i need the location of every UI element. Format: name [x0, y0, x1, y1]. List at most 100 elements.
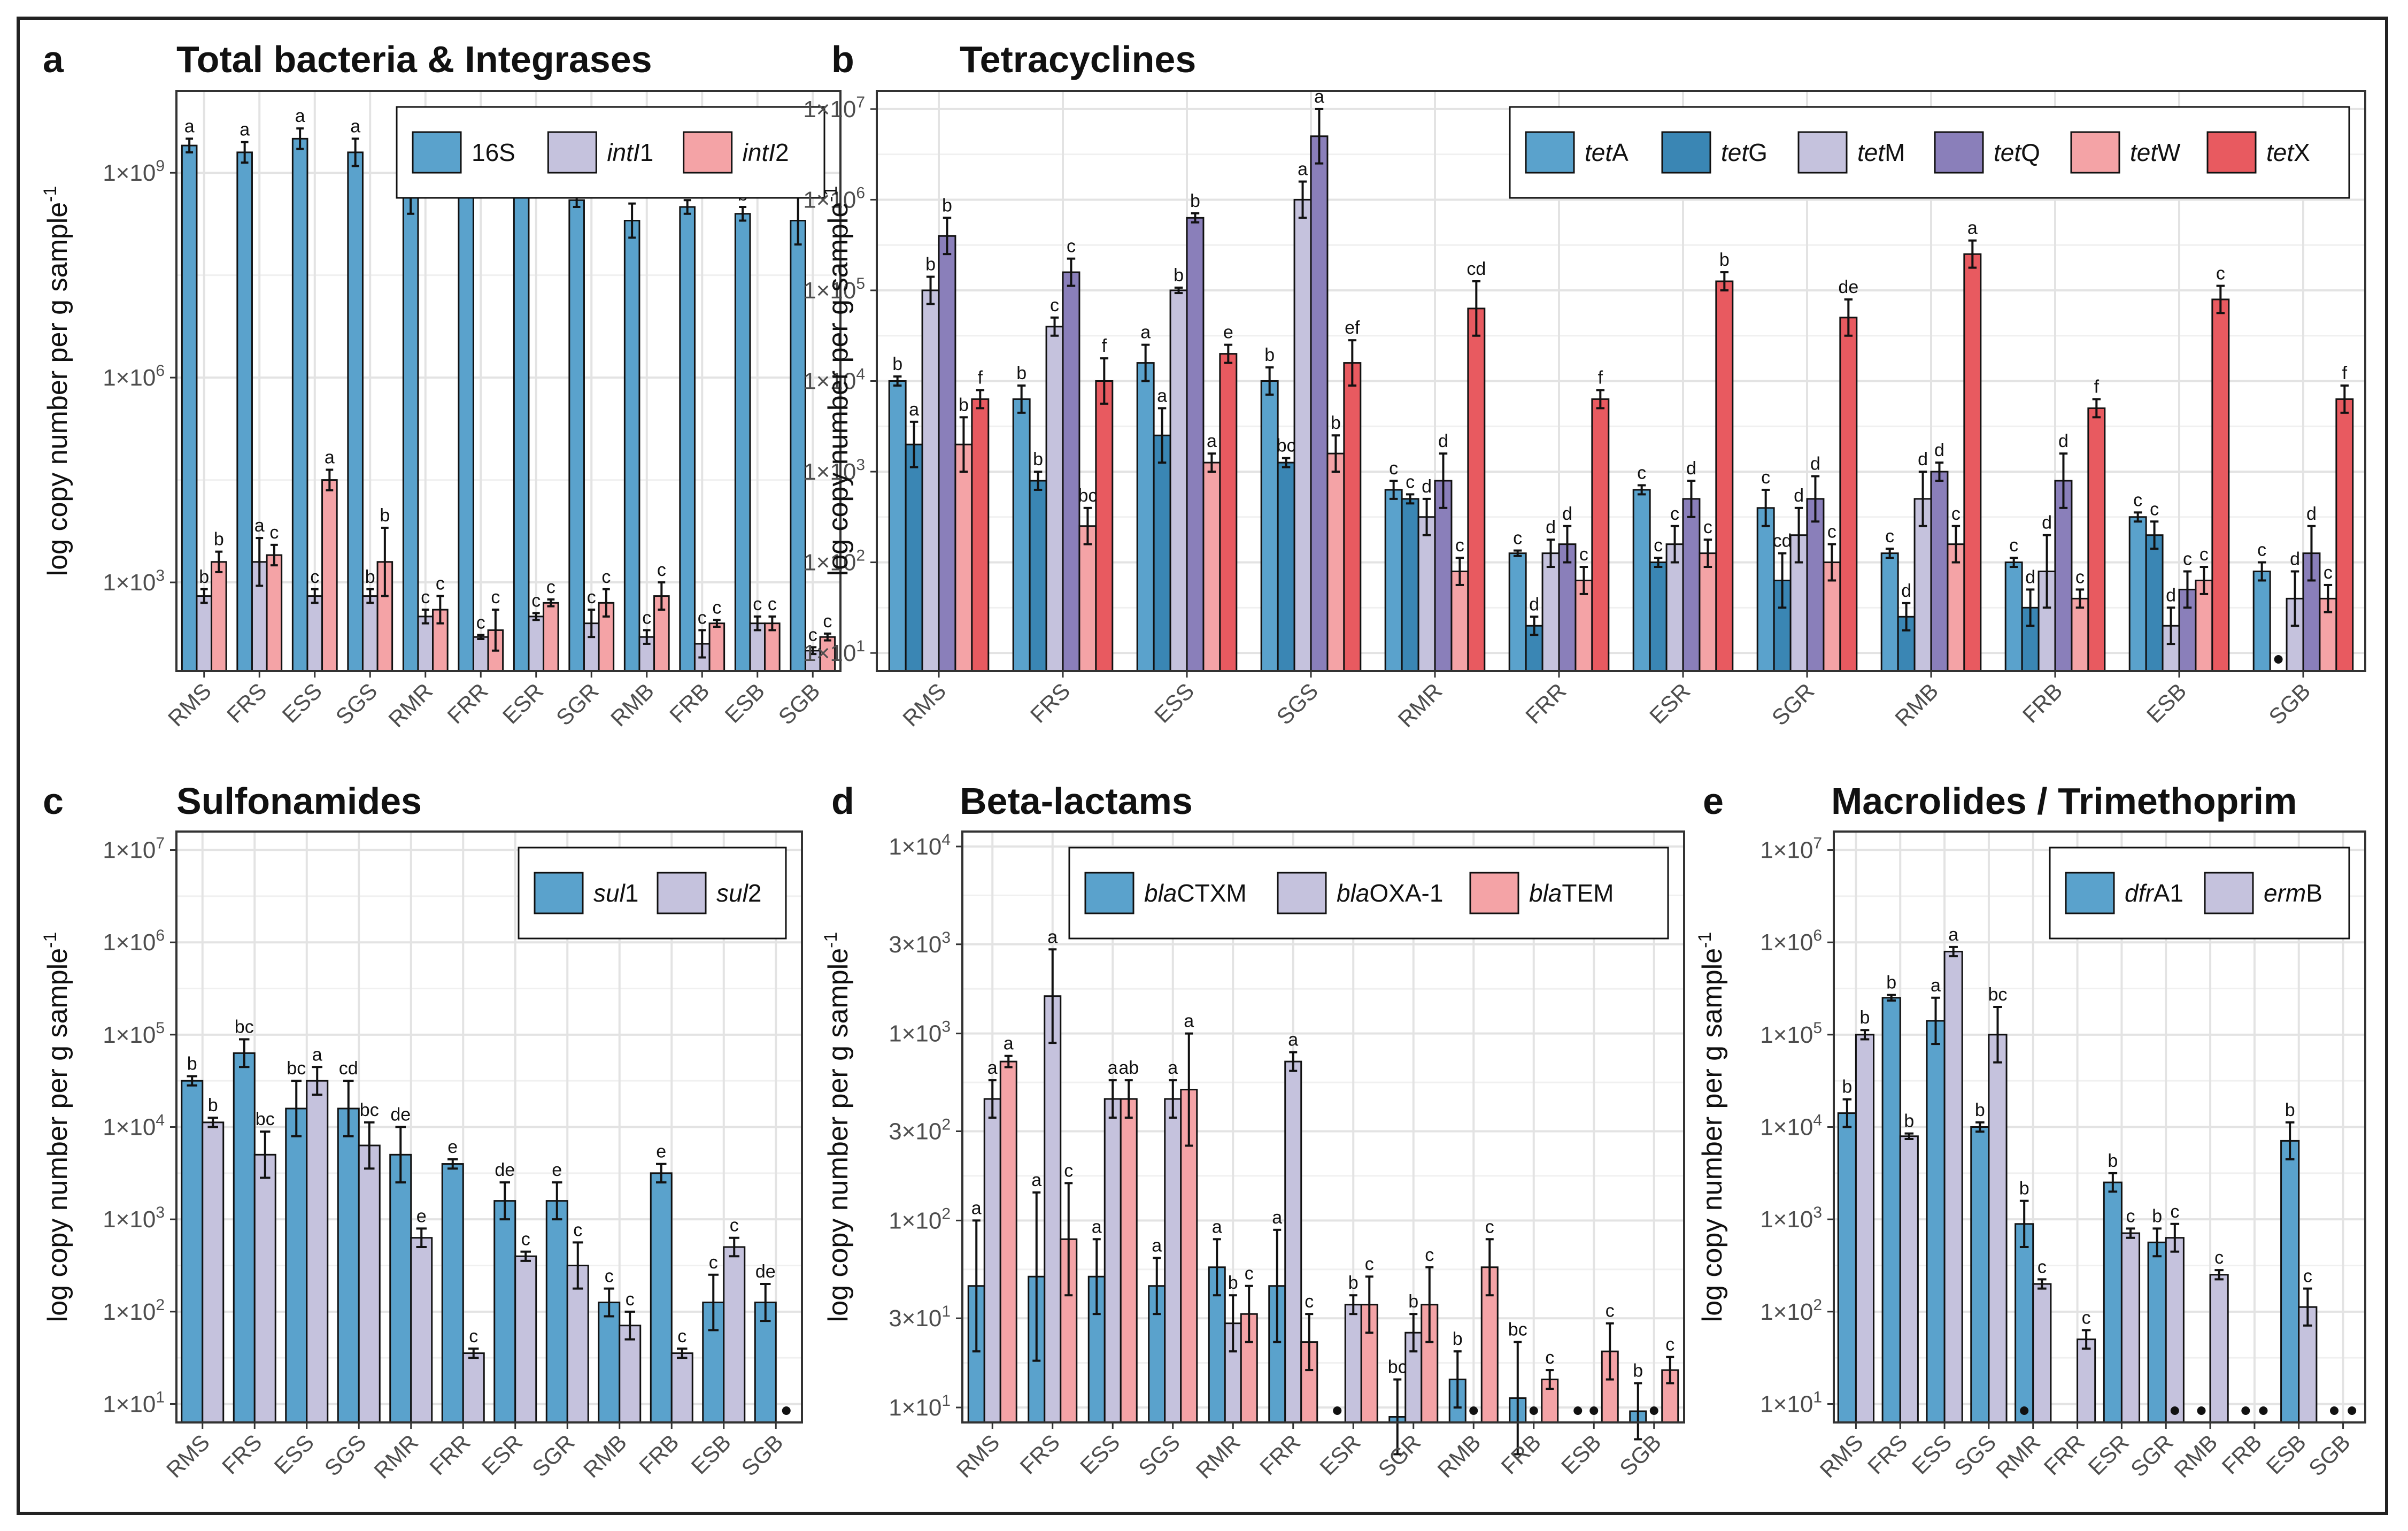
y-tick-label-exp: 4 — [941, 831, 951, 849]
bar-tetA-ESB — [2128, 516, 2147, 672]
bar-blaTEM-ESS — [1120, 1098, 1138, 1424]
legend-label-italic: bla — [1337, 879, 1369, 907]
significance-letter: e — [1223, 322, 1233, 343]
bar-tetM-RMS — [921, 289, 940, 672]
significance-letter: f — [978, 367, 983, 388]
not-detected-marker — [1589, 1406, 1599, 1415]
bar-dfrA1-ESB — [2280, 1140, 2300, 1424]
legend-label-sul1: sul1 — [593, 879, 638, 907]
legend-label-italic: tet — [1857, 139, 1886, 166]
not-detected-marker — [2348, 1406, 2357, 1415]
significance-letter: e — [656, 1142, 666, 1162]
bar-blaOXA-1-SGS — [1164, 1098, 1182, 1424]
legend-label-tetM: tetM — [1857, 139, 1905, 166]
bar-tetW-ESS — [1202, 461, 1221, 672]
legend-label-roman: G — [1748, 139, 1768, 166]
legend-label-roman: A1 — [2154, 879, 2183, 907]
y-tick-label-base: 1×10 — [889, 1207, 941, 1234]
y-tick-label-base: 1×10 — [1760, 1299, 1813, 1325]
significance-letter: a — [295, 106, 305, 126]
significance-letter: d — [2025, 567, 2035, 587]
bar-tetQ-SGR — [1806, 498, 1825, 672]
bar-tetM-RMR — [1417, 516, 1436, 672]
plot-frame — [175, 90, 842, 672]
legend-label-roman: X — [2294, 139, 2310, 166]
legend-label-italic: bla — [1144, 879, 1177, 907]
bar-intI2-FRS — [266, 554, 283, 672]
significance-letter: a — [1168, 1058, 1178, 1078]
significance-letter: d — [1686, 458, 1696, 479]
bar-tetX-RMR — [1467, 307, 1486, 672]
significance-letter: a — [1931, 975, 1941, 996]
bar-sul2-RMS — [202, 1121, 225, 1424]
legend-label-intI1: intI1 — [607, 139, 653, 166]
y-tick-label-exp: 2 — [156, 1296, 165, 1314]
significance-letter: b — [1453, 1329, 1463, 1349]
significance-letter: d — [1562, 504, 1572, 524]
legend-label-italic: sul — [593, 879, 626, 907]
significance-letter: a — [325, 447, 335, 467]
legend-label-tetQ: tetQ — [1994, 139, 2040, 166]
significance-letter: b — [214, 529, 224, 550]
significance-letter: f — [2342, 363, 2348, 383]
bar-tetX-ESR — [1715, 280, 1734, 672]
significance-letter: b — [1016, 363, 1027, 383]
y-axis-label-text: log copy number per g sample — [42, 202, 73, 576]
y-axis-label-exp: -1 — [1695, 932, 1715, 948]
significance-letter: b — [2019, 1179, 2029, 1199]
significance-letter: c — [1305, 1291, 1314, 1312]
significance-letter: b — [1331, 413, 1341, 433]
significance-letter: a — [1157, 386, 1167, 406]
y-tick-label-base: 1×10 — [803, 640, 856, 666]
significance-letter: c — [531, 591, 541, 611]
bar-tetA-RMS — [888, 380, 907, 672]
significance-letter: b — [1633, 1361, 1643, 1381]
significance-letter: a — [1004, 1034, 1014, 1054]
bar-tetA-ESS — [1136, 362, 1155, 672]
significance-letter: bc — [1988, 984, 2008, 1005]
significance-letter: c — [808, 625, 817, 645]
bar-sul1-FRR — [441, 1163, 464, 1424]
legend-label-italic: dfr — [2125, 879, 2154, 907]
bar-sul2-FRS — [253, 1153, 276, 1424]
bar-tetG-RMR — [1401, 498, 1419, 672]
bar-tetA-SGR — [1756, 507, 1775, 672]
bar-ermB-RMR — [2032, 1283, 2052, 1424]
bar-tetA-FRR — [1508, 552, 1527, 672]
significance-letter: c — [1827, 522, 1836, 542]
y-tick-label-exp: 4 — [156, 1112, 165, 1129]
legend-swatch-sul2 — [657, 872, 707, 914]
bar-sul2-ESR — [514, 1255, 537, 1424]
legend-box — [396, 106, 825, 199]
panel-title: Beta-lactams — [960, 780, 1193, 822]
significance-letter: c — [1245, 1264, 1254, 1284]
y-tick-label-exp: 7 — [1813, 835, 1822, 852]
bar-tetG-ESB — [2145, 534, 2164, 672]
legend-label-italic: tet — [1585, 139, 1613, 166]
significance-letter: bc — [1388, 1357, 1407, 1378]
not-detected-marker — [1529, 1406, 1538, 1415]
significance-letter: ef — [1345, 318, 1360, 338]
significance-letter: f — [1598, 367, 1603, 388]
legend-label-dfrA1: dfrA1 — [2125, 879, 2183, 907]
bar-tetA-SGB — [2252, 571, 2271, 672]
bar-sul2-ESS — [306, 1080, 329, 1424]
y-tick-label-exp: 7 — [156, 835, 165, 852]
y-tick-label: 1×103 — [1760, 1204, 1822, 1233]
bar-blaOXA-1-ESS — [1103, 1098, 1122, 1424]
plot-frame — [175, 830, 803, 1424]
legend-swatch-intI2 — [683, 131, 733, 174]
legend-label-italic: erm — [2264, 879, 2306, 907]
bar-intI1-SGS — [361, 595, 379, 672]
bar-intI2-ESS — [321, 479, 338, 672]
bar-tetX-FRR — [1591, 398, 1610, 672]
significance-letter: b — [1886, 973, 1896, 993]
significance-letter: c — [1485, 1217, 1494, 1237]
legend-label-roman: 1 — [625, 879, 639, 907]
legend-label-tetX: tetX — [2266, 139, 2310, 166]
panel-letter: a — [43, 39, 64, 80]
bar-tetQ-RMR — [1434, 480, 1453, 672]
legend-swatch-ermB — [2204, 872, 2254, 914]
y-tick-label: 1×102 — [803, 547, 865, 576]
